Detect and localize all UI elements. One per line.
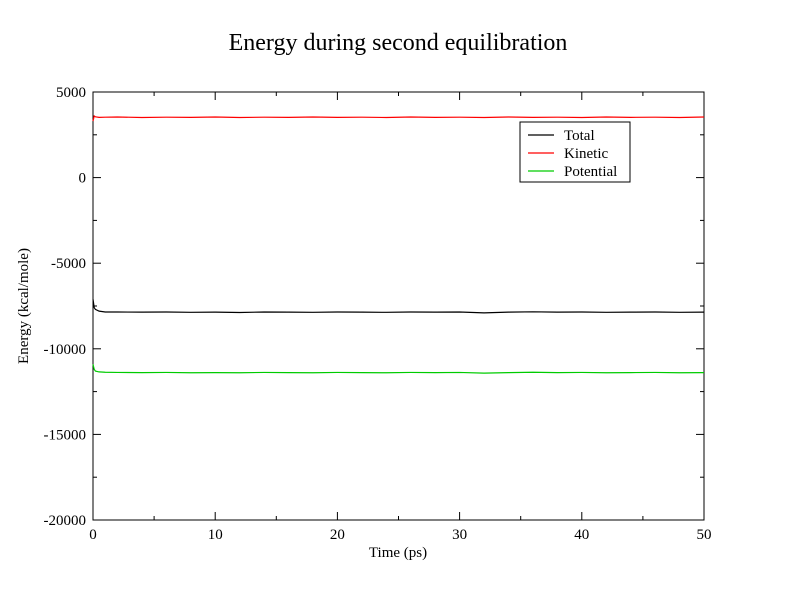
x-tick-label: 40 xyxy=(574,527,589,543)
x-tick-label: 10 xyxy=(208,527,223,543)
x-tick-label: 0 xyxy=(89,527,97,543)
x-tick-label: 30 xyxy=(452,527,467,543)
y-tick-label: 0 xyxy=(79,171,87,187)
axis-ticks: 0 10 20 30 40 50 -20000 -15000 -10000 -5000 0 5000 xyxy=(44,85,712,543)
legend-label-potential: Potential xyxy=(564,164,617,180)
x-tick-label: 50 xyxy=(697,527,712,543)
legend-label-kinetic: Kinetic xyxy=(564,146,608,162)
y-tick-label: -15000 xyxy=(44,427,87,443)
y-tick-label: -20000 xyxy=(44,513,87,529)
y-axis-label: Energy (kcal/mole) xyxy=(16,248,32,364)
y-tick-label: -5000 xyxy=(51,256,86,272)
series-line-potential xyxy=(92,364,705,374)
series-lines xyxy=(92,114,705,374)
y-tick-label: 5000 xyxy=(56,85,86,101)
series-line-kinetic xyxy=(92,114,705,122)
series-line-total xyxy=(92,299,705,314)
legend-label-total: Total xyxy=(564,128,595,144)
x-tick-label: 20 xyxy=(330,527,345,543)
y-tick-label: -10000 xyxy=(44,342,87,358)
x-axis-label: Time (ps) xyxy=(369,545,427,561)
legend: Total Kinetic Potential xyxy=(519,121,631,183)
chart-title: Energy during second equilibration xyxy=(229,30,568,56)
legend-box xyxy=(519,121,631,183)
